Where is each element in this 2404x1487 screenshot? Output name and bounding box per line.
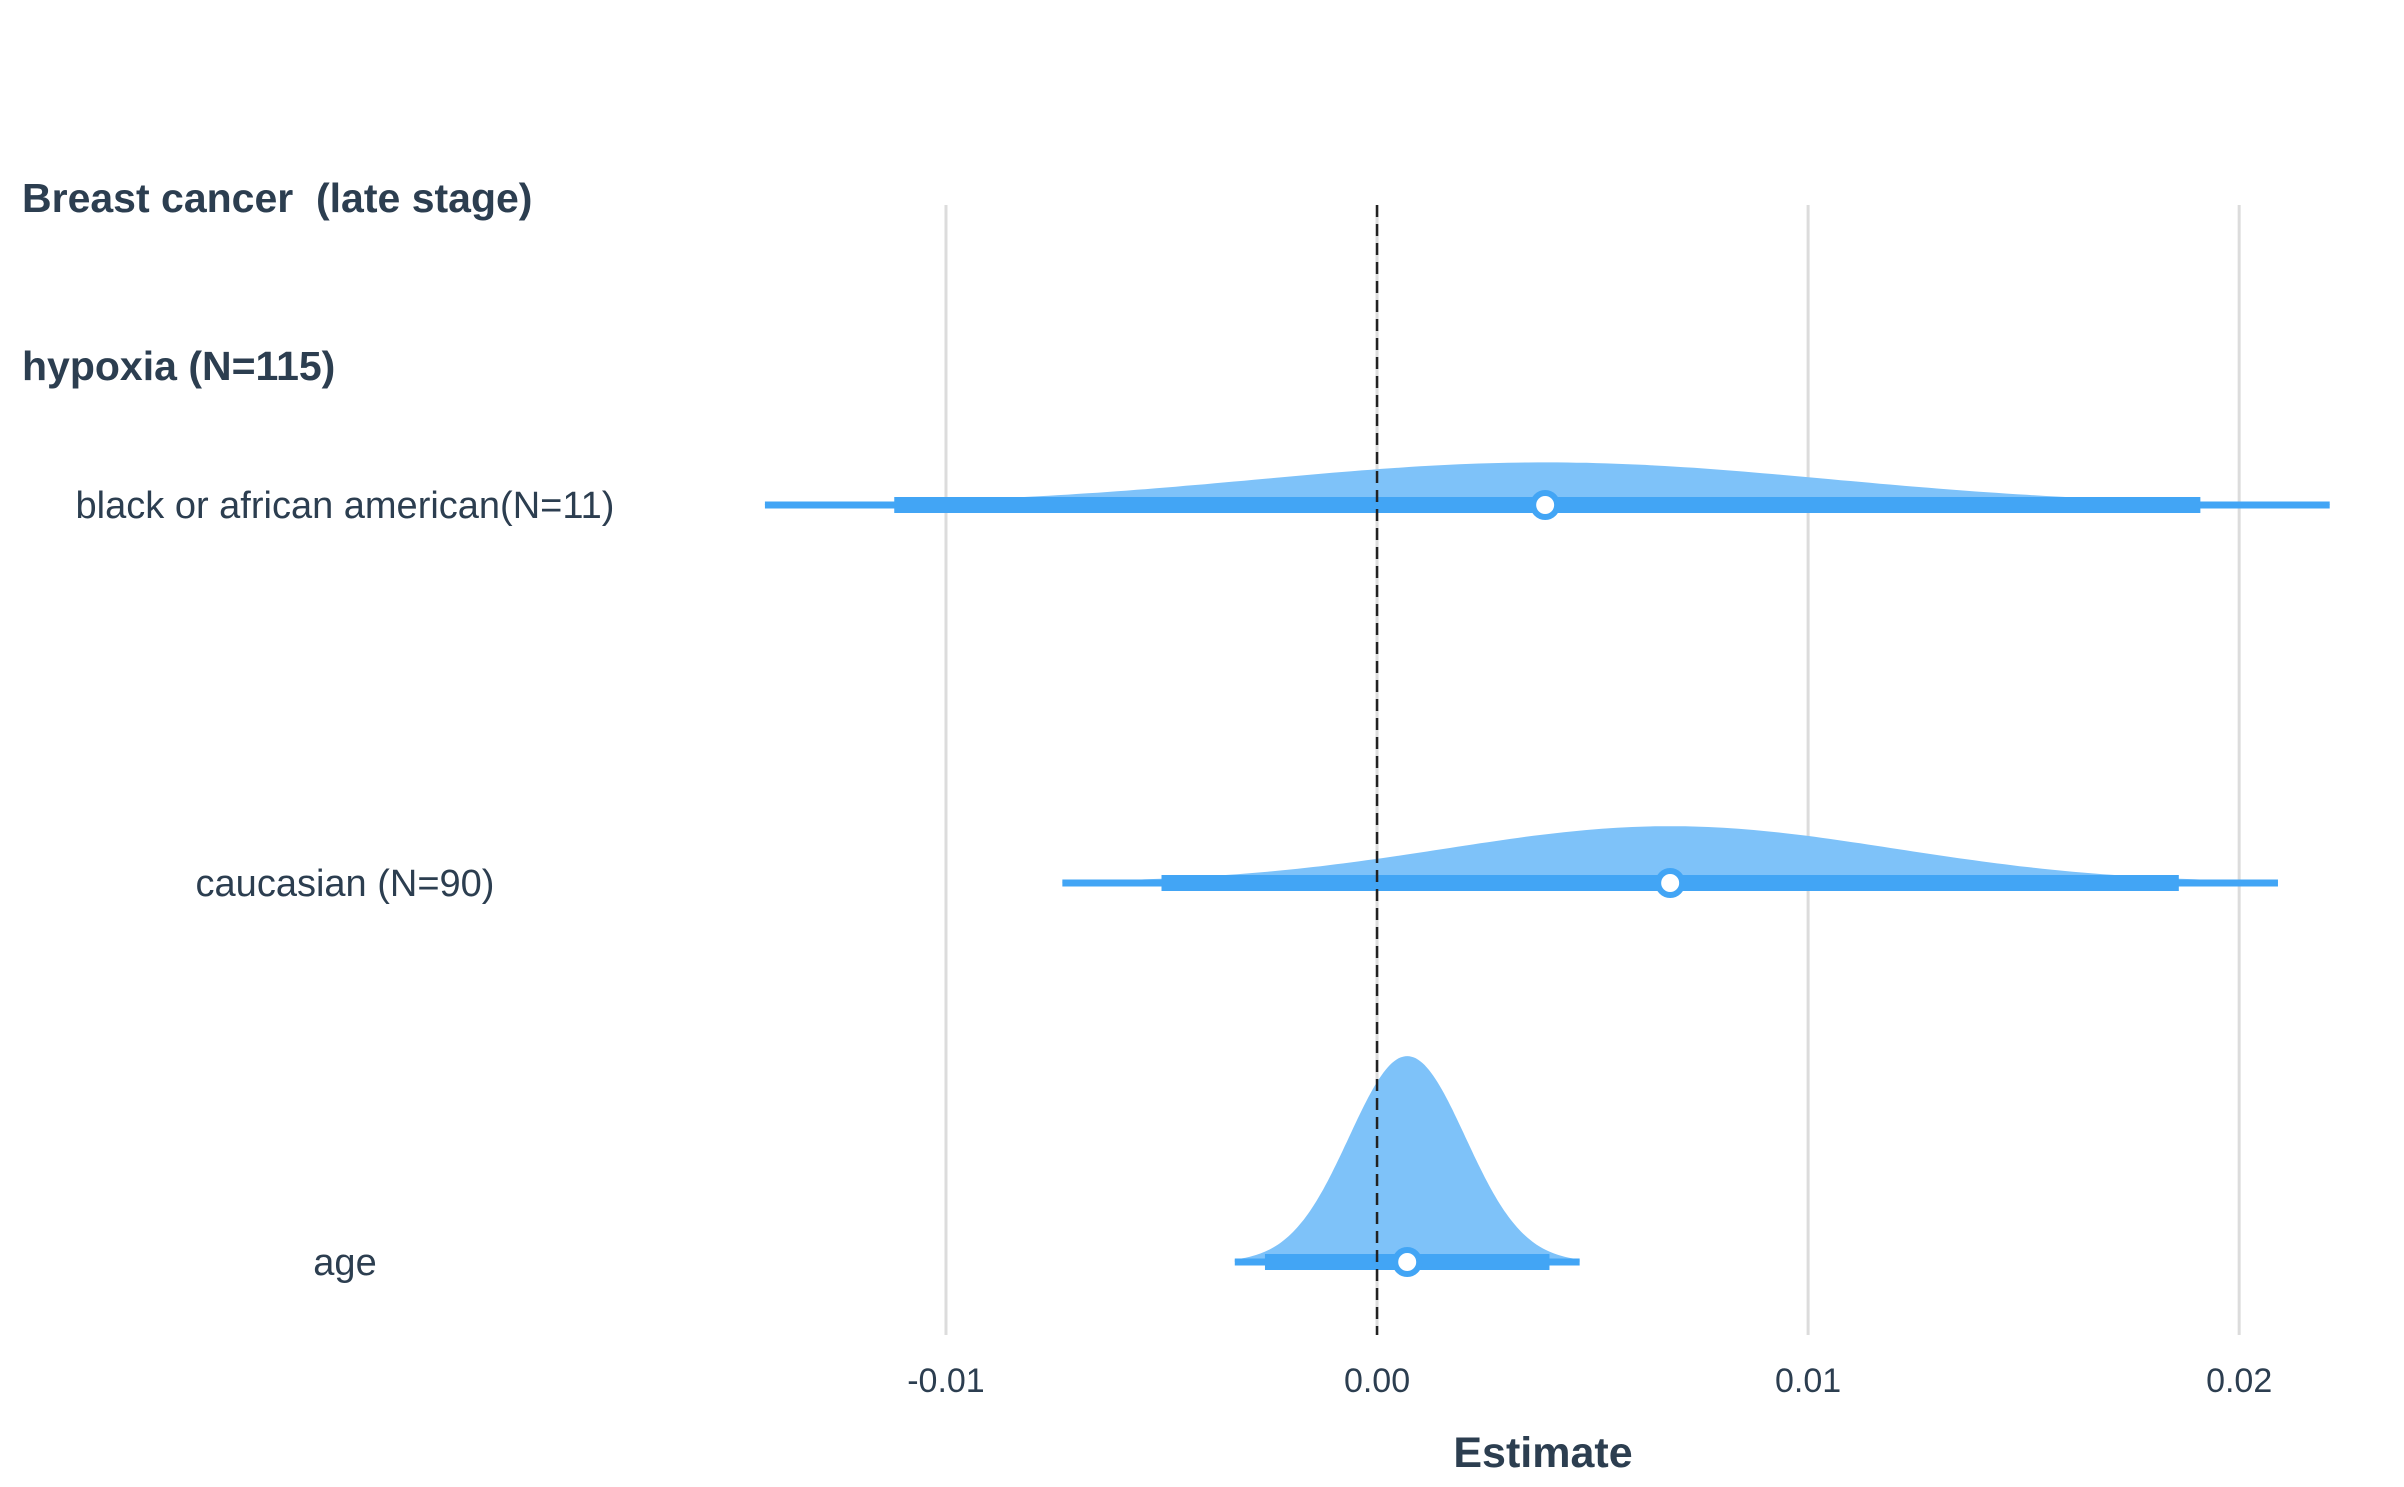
chart-title-line-2: hypoxia (N=115) — [22, 343, 336, 389]
category-label: black or african american(N=11) — [76, 485, 615, 527]
estimate-point — [1655, 868, 1686, 898]
x-tick-label: 0.00 — [1344, 1362, 1410, 1400]
x-axis-title: Estimate — [1453, 1429, 1632, 1477]
x-tick-label: -0.01 — [907, 1362, 985, 1400]
category-label: caucasian (N=90) — [196, 863, 495, 905]
density-shape — [1062, 826, 2278, 883]
chart-title-line-1: Breast cancer (late stage) — [22, 175, 533, 221]
estimate-point — [1392, 1247, 1423, 1277]
category-label: age — [313, 1242, 376, 1284]
density-shape — [764, 462, 2330, 505]
density-shape — [1234, 1056, 1580, 1262]
x-tick-label: 0.01 — [1775, 1362, 1841, 1400]
x-tick-label: 0.02 — [2206, 1362, 2272, 1400]
estimate-point — [1530, 490, 1561, 520]
chart-title: Breast cancer (late stage) hypoxia (N=11… — [22, 58, 532, 450]
